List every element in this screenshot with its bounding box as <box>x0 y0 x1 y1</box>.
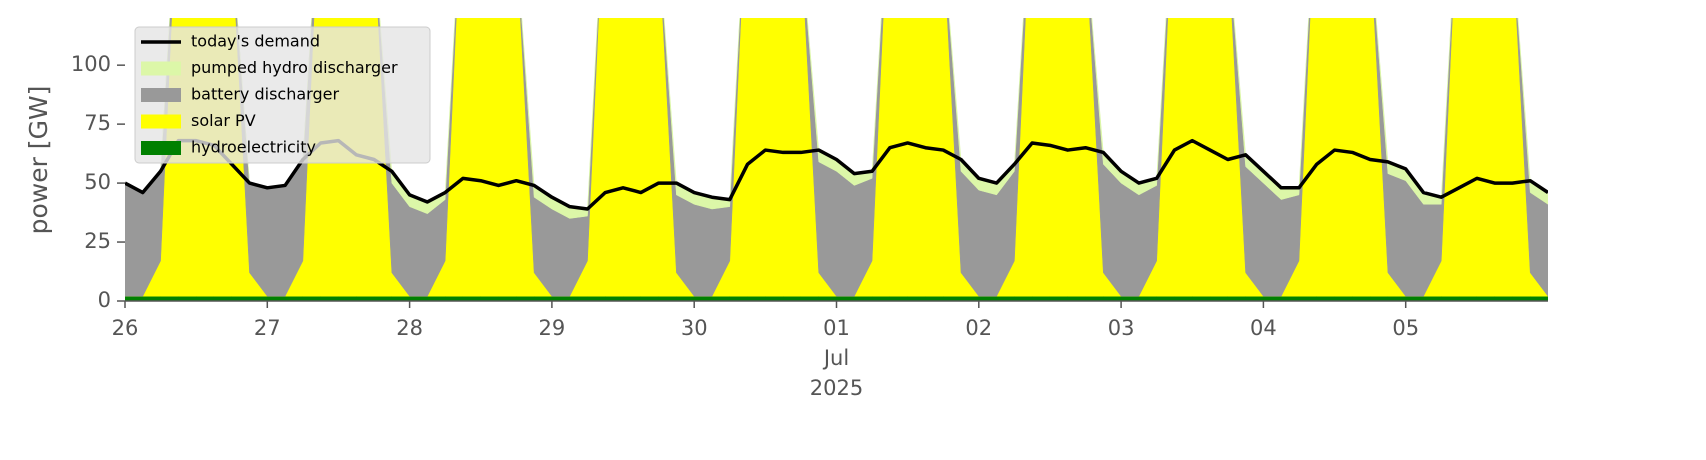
area <box>125 18 1548 297</box>
x-tick-label-line: 30 <box>681 316 708 340</box>
x-tick-label-line: 03 <box>1108 316 1135 340</box>
x-tick-label-line: Jul <box>822 346 849 370</box>
y-axis-label: power [GW] <box>24 86 53 235</box>
legend-swatch <box>141 141 181 155</box>
legend-label: today's demand <box>191 32 320 51</box>
axes: 0 25 50 75 100 26 27 28 29 30 01 Jul 2025 02 03 04 05 <box>71 52 1548 400</box>
legend-swatch <box>141 114 181 129</box>
legend-swatch <box>141 61 181 76</box>
y-tick-label: 75 <box>84 111 111 135</box>
y-tick-label: 25 <box>84 229 111 253</box>
legend-label: solar PV <box>191 111 256 130</box>
x-tick-label-line: 26 <box>112 316 139 340</box>
x-tick-label-line: 05 <box>1392 316 1419 340</box>
x-tick-label-line: 01 <box>823 316 850 340</box>
legend-box <box>134 26 431 164</box>
legend-label: hydroelectricity <box>191 138 316 157</box>
x-tick-label: 29 <box>539 316 566 340</box>
x-tick-label: 28 <box>396 316 423 340</box>
y-tick-label: 50 <box>84 170 111 194</box>
x-tick-label-line: 29 <box>539 316 566 340</box>
legend-swatch <box>141 88 181 102</box>
y-tick-label: 100 <box>71 52 111 76</box>
x-tick-label: 03 <box>1108 316 1135 340</box>
legend: today's demand pumped hydro discharger bat… <box>134 26 431 164</box>
y-tick-label: 0 <box>98 288 111 312</box>
x-tick-label-line: 04 <box>1250 316 1277 340</box>
x-tick-label-line: 28 <box>396 316 423 340</box>
area <box>125 18 1548 297</box>
x-tick-label: 04 <box>1250 316 1277 340</box>
x-tick-label: 02 <box>965 316 992 340</box>
x-tick-label: 05 <box>1392 316 1419 340</box>
legend-label: battery discharger <box>191 85 339 104</box>
x-tick-label: 27 <box>254 316 281 340</box>
x-tick-label: 26 <box>112 316 139 340</box>
legend-label: pumped hydro discharger <box>191 58 398 77</box>
x-tick-label: 01 Jul 2025 <box>810 316 863 400</box>
x-tick-label-line: 02 <box>965 316 992 340</box>
x-tick-label-line: 27 <box>254 316 281 340</box>
x-tick-label: 30 <box>681 316 708 340</box>
x-tick-label-line: 2025 <box>810 376 863 400</box>
